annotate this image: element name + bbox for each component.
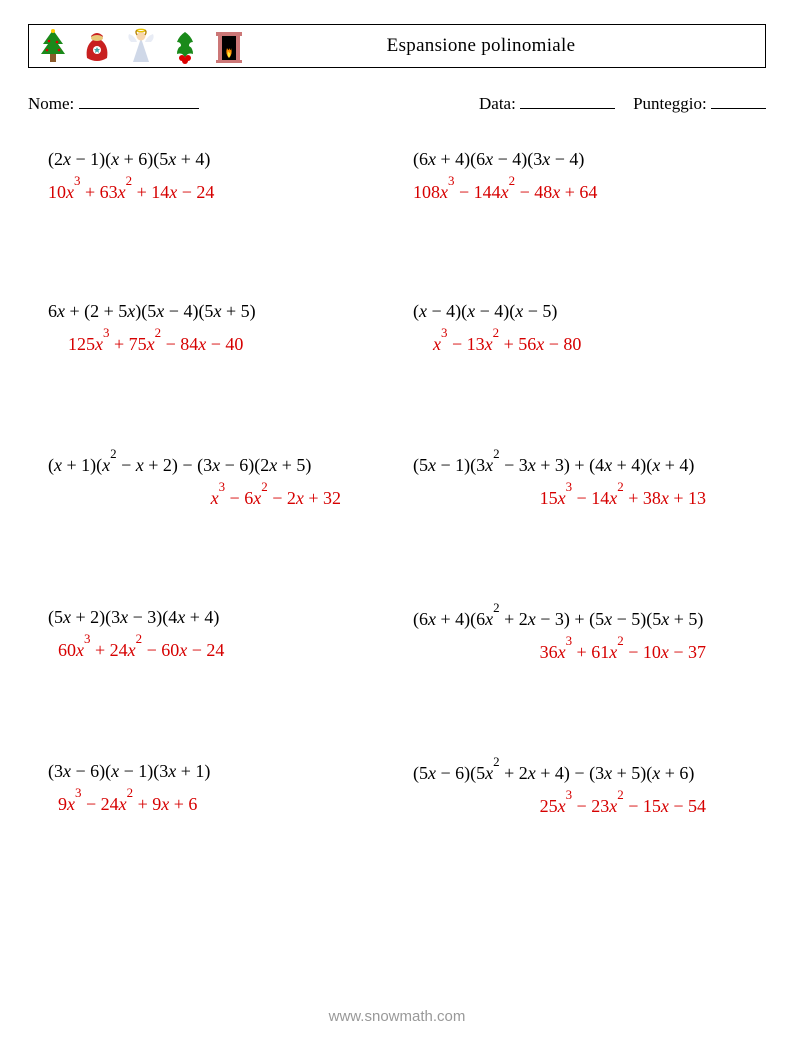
problem-answer: 25x3 − 23x2 − 15x − 54 (413, 791, 746, 820)
holly-icon (169, 28, 201, 64)
name-blank[interactable] (79, 92, 199, 109)
meta-row: Nome: Data: Punteggio: (28, 92, 766, 114)
problem-question: (x + 1)(x2 − x + 2) − (3x − 6)(2x + 5) (48, 450, 381, 479)
problem-question: (5x − 1)(3x2 − 3x + 3) + (4x + 4)(x + 4) (413, 450, 746, 479)
problems-grid: (2x − 1)(x + 6)(5x + 4) 10x3 + 63x2 + 14… (28, 146, 766, 820)
problem-answer: 60x3 + 24x2 − 60x − 24 (48, 635, 381, 664)
problem-8: (6x + 4)(6x2 + 2x − 3) + (5x − 5)(5x + 5… (413, 604, 746, 666)
name-label: Nome: (28, 94, 74, 113)
problem-question: (5x − 6)(5x2 + 2x + 4) − (3x + 5)(x + 6) (413, 758, 746, 787)
problem-question: (x − 4)(x − 4)(x − 5) (413, 298, 746, 325)
problem-7: (5x + 2)(3x − 3)(4x + 4) 60x3 + 24x2 − 6… (48, 604, 381, 666)
problem-answer: x3 − 6x2 − 2x + 32 (48, 483, 381, 512)
date-label: Data: (479, 94, 516, 113)
worksheet-header: Espansione polinomiale (28, 24, 766, 68)
decorative-icon-strip (37, 28, 245, 64)
problem-answer: x3 − 13x2 + 56x − 80 (413, 329, 746, 358)
problem-answer: 108x3 − 144x2 − 48x + 64 (413, 177, 746, 206)
problem-9: (3x − 6)(x − 1)(3x + 1) 9x3 − 24x2 + 9x … (48, 758, 381, 820)
problem-answer: 36x3 + 61x2 − 10x − 37 (413, 637, 746, 666)
problem-3: 6x + (2 + 5x)(5x − 4)(5x + 5) 125x3 + 75… (48, 298, 381, 358)
problem-answer: 15x3 − 14x2 + 38x + 13 (413, 483, 746, 512)
footer-url: www.snowmath.com (0, 1008, 794, 1025)
problem-question: (6x + 4)(6x − 4)(3x − 4) (413, 146, 746, 173)
problem-answer: 10x3 + 63x2 + 14x − 24 (48, 177, 381, 206)
problem-4: (x − 4)(x − 4)(x − 5) x3 − 13x2 + 56x − … (413, 298, 746, 358)
score-label: Punteggio: (633, 94, 707, 113)
tree-icon (37, 28, 69, 64)
problem-answer: 9x3 − 24x2 + 9x + 6 (48, 789, 381, 818)
problem-6: (5x − 1)(3x2 − 3x + 3) + (4x + 4)(x + 4)… (413, 450, 746, 512)
bag-icon (81, 28, 113, 64)
problem-2: (6x + 4)(6x − 4)(3x − 4) 108x3 − 144x2 −… (413, 146, 746, 206)
problem-question: (3x − 6)(x − 1)(3x + 1) (48, 758, 381, 785)
date-blank[interactable] (520, 92, 615, 109)
problem-question: 6x + (2 + 5x)(5x − 4)(5x + 5) (48, 298, 381, 325)
problem-answer: 125x3 + 75x2 − 84x − 40 (48, 329, 381, 358)
score-blank[interactable] (711, 92, 766, 109)
angel-icon (125, 28, 157, 64)
problem-5: (x + 1)(x2 − x + 2) − (3x − 6)(2x + 5) x… (48, 450, 381, 512)
fireplace-icon (213, 28, 245, 64)
worksheet-title: Espansione polinomiale (245, 35, 757, 57)
problem-question: (6x + 4)(6x2 + 2x − 3) + (5x − 5)(5x + 5… (413, 604, 746, 633)
problem-10: (5x − 6)(5x2 + 2x + 4) − (3x + 5)(x + 6)… (413, 758, 746, 820)
problem-question: (5x + 2)(3x − 3)(4x + 4) (48, 604, 381, 631)
problem-question: (2x − 1)(x + 6)(5x + 4) (48, 146, 381, 173)
problem-1: (2x − 1)(x + 6)(5x + 4) 10x3 + 63x2 + 14… (48, 146, 381, 206)
